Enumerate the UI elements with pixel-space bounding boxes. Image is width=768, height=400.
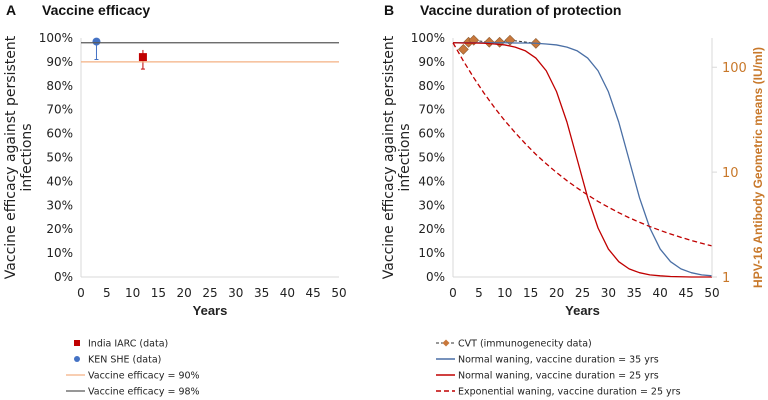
y-tick-label: 60%: [418, 127, 445, 141]
y2-tick-label: 10: [722, 166, 739, 181]
x-tick-label: 10: [125, 286, 140, 300]
y-tick-label: 40%: [46, 174, 73, 188]
x-tick-label: 5: [475, 286, 483, 300]
series-line: [452, 42, 713, 247]
y-tick-label: 100%: [411, 31, 445, 45]
x-axis-label: Years: [193, 303, 228, 318]
x-tick-label: 15: [523, 286, 538, 300]
y-tick-label: 60%: [46, 127, 73, 141]
panel-letter: A: [6, 2, 16, 18]
x-tick-label: 40: [653, 286, 668, 300]
y-tick-label: 20%: [418, 222, 445, 236]
x-tick-label: 25: [575, 286, 590, 300]
y-tick-label: 0%: [54, 270, 73, 284]
x-tick-label: 30: [228, 286, 243, 300]
legend-marker: [442, 339, 450, 347]
x-tick-label: 10: [497, 286, 512, 300]
x-tick-label: 0: [77, 286, 85, 300]
y-tick-label: 80%: [46, 79, 73, 93]
y-tick-label: 80%: [418, 79, 445, 93]
x-tick-label: 40: [280, 286, 295, 300]
data-point: [138, 53, 147, 62]
legend-label: Vaccine efficacy = 90%: [88, 371, 200, 382]
legend-swatch: [74, 356, 80, 362]
x-tick-label: 35: [254, 286, 269, 300]
y-axis-label: Vaccine efficacy against persistentinfec…: [381, 35, 413, 279]
legend-label: Normal waning, vaccine duration = 35 yrs: [458, 355, 659, 366]
y-tick-label: 30%: [418, 198, 445, 212]
y-tick-label: 30%: [46, 198, 73, 212]
y-tick-label: 100%: [39, 31, 73, 45]
y-tick-label: 70%: [46, 103, 73, 117]
panel-letter: B: [384, 2, 394, 18]
panel-title: Vaccine duration of protection: [420, 2, 621, 18]
x-tick-label: 45: [678, 286, 693, 300]
data-point: [504, 34, 516, 46]
x-tick-label: 50: [704, 286, 719, 300]
legend-label: Normal waning, vaccine duration = 25 yrs: [458, 371, 659, 382]
x-axis-label: Years: [565, 303, 600, 318]
y-tick-label: 90%: [46, 55, 73, 69]
x-tick-label: 50: [331, 286, 346, 300]
series-line: [453, 42, 713, 277]
y2-tick-label: 1: [722, 271, 730, 286]
x-tick-label: 20: [549, 286, 564, 300]
x-tick-label: 30: [601, 286, 616, 300]
legend-swatch: [74, 340, 80, 346]
y2-tick-label: 100: [722, 61, 747, 76]
x-tick-label: 45: [306, 286, 321, 300]
x-tick-label: 0: [449, 286, 457, 300]
x-tick-label: 20: [177, 286, 192, 300]
series-line: [452, 42, 712, 278]
y-tick-label: 10%: [418, 246, 445, 260]
y-tick-label: 10%: [46, 246, 73, 260]
x-tick-label: 25: [202, 286, 217, 300]
legend-label: KEN SHE (data): [88, 355, 161, 366]
y-tick-label: 90%: [418, 55, 445, 69]
legend-label: India IARC (data): [88, 339, 168, 350]
y2-axis-label: HPV-16 Antibody Geometric means (IU/ml): [751, 47, 765, 288]
legend-label: Exponential waning, vaccine duration = 2…: [458, 387, 681, 398]
x-tick-label: 15: [151, 286, 166, 300]
y-tick-label: 0%: [426, 270, 445, 284]
y-tick-label: 50%: [418, 151, 445, 165]
y-tick-label: 40%: [418, 174, 445, 188]
y-tick-label: 50%: [46, 151, 73, 165]
data-point: [457, 44, 469, 55]
y-tick-label: 70%: [418, 103, 445, 117]
panel-title: Vaccine efficacy: [42, 2, 150, 18]
data-point: [92, 37, 101, 46]
x-tick-label: 35: [627, 286, 642, 300]
legend-label: CVT (immunogenecity data): [458, 339, 592, 350]
y-tick-label: 20%: [46, 222, 73, 236]
legend-label: Vaccine efficacy = 98%: [88, 387, 200, 398]
y-axis-label: Vaccine efficacy against persistentinfec…: [3, 35, 35, 279]
x-tick-label: 5: [103, 286, 111, 300]
